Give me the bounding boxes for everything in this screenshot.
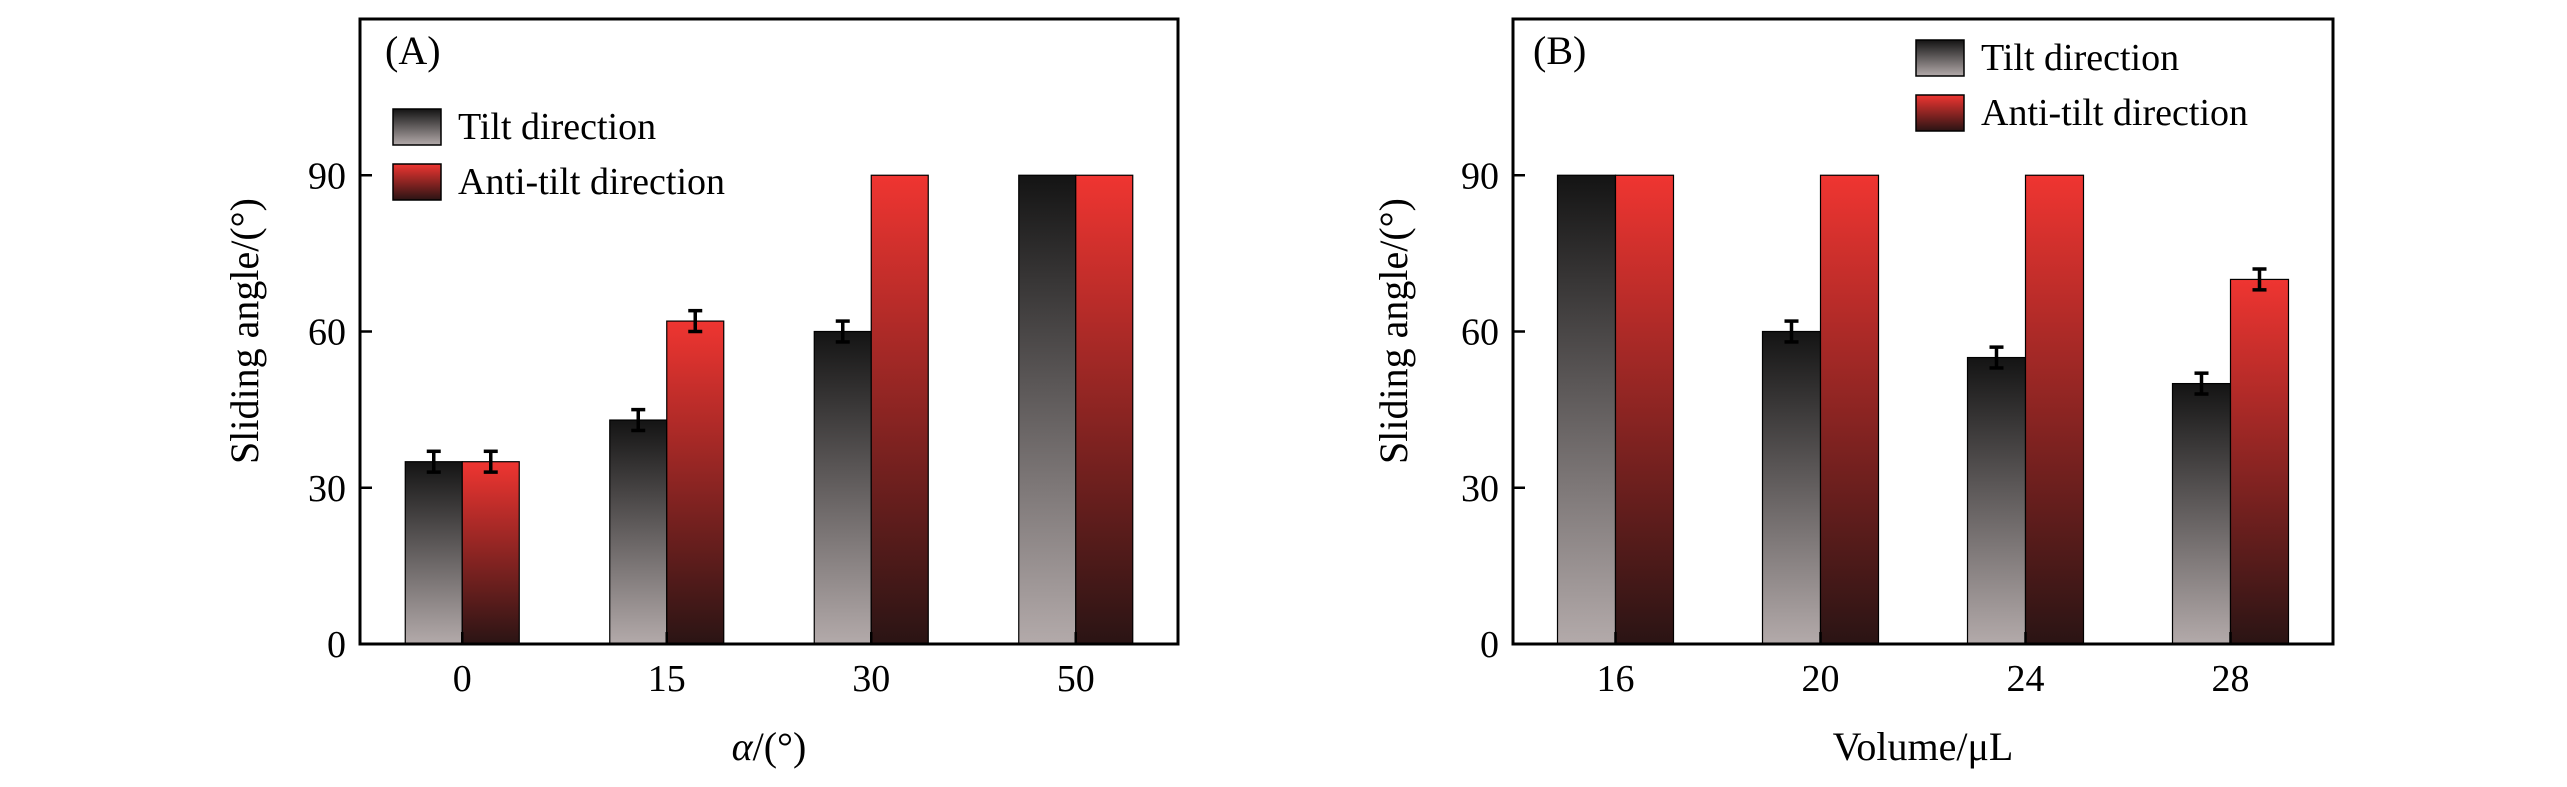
panel-a-bar-tilt-0 bbox=[404, 461, 463, 645]
panel-b-errorbar-tilt-20 bbox=[1784, 319, 1799, 344]
panel-b-ytick-label: 90 bbox=[1461, 155, 1499, 197]
panel-a-legend-label-anti: Anti-tilt direction bbox=[458, 161, 725, 203]
panel-a-errorbar-tilt-0 bbox=[426, 449, 441, 474]
panel-b-bar-anti-24 bbox=[2024, 174, 2085, 645]
panel-b-legend-label-tilt: Tilt direction bbox=[1981, 37, 2179, 79]
panel-a-bar-anti-0 bbox=[461, 461, 520, 645]
panel-b-bar-tilt-20 bbox=[1761, 330, 1822, 645]
panel-a-legend-swatch-anti bbox=[392, 163, 442, 201]
panel-b-x-axis-title: Volume/μL bbox=[1833, 724, 2014, 769]
panel-a-legend: Tilt direction Anti-tilt direction bbox=[392, 106, 725, 203]
panel-a-bar-anti-50 bbox=[1075, 174, 1134, 645]
panel-a-plot-area bbox=[404, 174, 1134, 645]
panel-a-xtick-label: 0 bbox=[453, 658, 472, 700]
panel-b-legend: Tilt direction Anti-tilt direction bbox=[1915, 37, 2248, 134]
panel-b-ytick-label: 60 bbox=[1461, 312, 1499, 354]
panel-a-bar-anti-15 bbox=[666, 320, 725, 645]
panel-a-bar-anti-30 bbox=[870, 174, 929, 645]
panel-a-xtick-label: 30 bbox=[852, 658, 890, 700]
chart-panel-b: (B) Sliding angle/(°) Volume/μL Tilt dir… bbox=[1371, 17, 2335, 769]
panel-b-xtick-label: 20 bbox=[1802, 658, 1840, 700]
panel-b-bar-tilt-16 bbox=[1556, 174, 1617, 645]
panel-b-label: (B) bbox=[1533, 28, 1586, 73]
panel-a-y-axis-title: Sliding angle/(°) bbox=[222, 198, 267, 464]
panel-a-ytick-label: 30 bbox=[308, 468, 346, 510]
panel-a-xtick-label: 15 bbox=[648, 658, 686, 700]
panel-a-errorbar-tilt-15 bbox=[631, 407, 646, 433]
alpha-symbol: α bbox=[732, 724, 754, 769]
chart-panel-a: (A) Sliding angle/(°) α/(°) Tilt directi… bbox=[222, 17, 1180, 769]
panel-b-plot-area bbox=[1556, 174, 2290, 645]
panel-b-legend-swatch-tilt bbox=[1915, 39, 1965, 77]
panel-a-bar-tilt-30 bbox=[813, 330, 872, 645]
panel-a-bar-tilt-15 bbox=[609, 419, 668, 645]
panel-a-errorbar-anti-0 bbox=[483, 449, 498, 474]
panel-b-y-axis-title: Sliding angle/(°) bbox=[1371, 198, 1416, 464]
panel-b-legend-swatch-anti bbox=[1915, 94, 1965, 132]
panel-b-xtick-label: 16 bbox=[1597, 658, 1635, 700]
panel-b-errorbar-anti-28 bbox=[2252, 267, 2267, 292]
panel-a-legend-swatch-tilt bbox=[392, 108, 442, 146]
panel-b-bar-anti-28 bbox=[2229, 278, 2290, 645]
panel-a-x-axis-title: α/(°) bbox=[732, 724, 807, 769]
x-axis-unit: /(°) bbox=[753, 724, 807, 769]
panel-b-bar-tilt-28 bbox=[2171, 382, 2232, 645]
panel-a-ytick-label: 0 bbox=[327, 624, 346, 666]
panel-b-bar-anti-16 bbox=[1614, 174, 1675, 645]
panel-a-legend-label-tilt: Tilt direction bbox=[458, 106, 656, 148]
panel-a-errorbar-tilt-30 bbox=[835, 319, 850, 344]
panel-b-errorbar-tilt-24 bbox=[1989, 345, 2004, 370]
panel-a-ytick-label: 60 bbox=[308, 312, 346, 354]
panel-a-errorbar-anti-15 bbox=[688, 308, 703, 334]
panel-b-ytick-label: 30 bbox=[1461, 468, 1499, 510]
panel-b-bar-anti-20 bbox=[1819, 174, 1880, 645]
panel-b-bar-tilt-24 bbox=[1966, 356, 2027, 645]
panel-b-xtick-label: 28 bbox=[2212, 658, 2250, 700]
panel-a-xtick-label: 50 bbox=[1057, 658, 1095, 700]
panel-a-bar-tilt-50 bbox=[1018, 174, 1077, 645]
panel-b-ytick-label: 0 bbox=[1480, 624, 1499, 666]
panel-b-legend-label-anti: Anti-tilt direction bbox=[1981, 92, 2248, 134]
panel-b-xtick-label: 24 bbox=[2007, 658, 2045, 700]
panel-a-label: (A) bbox=[385, 28, 441, 73]
panel-b-errorbar-tilt-28 bbox=[2194, 371, 2209, 396]
panel-a-ytick-label: 90 bbox=[308, 155, 346, 197]
